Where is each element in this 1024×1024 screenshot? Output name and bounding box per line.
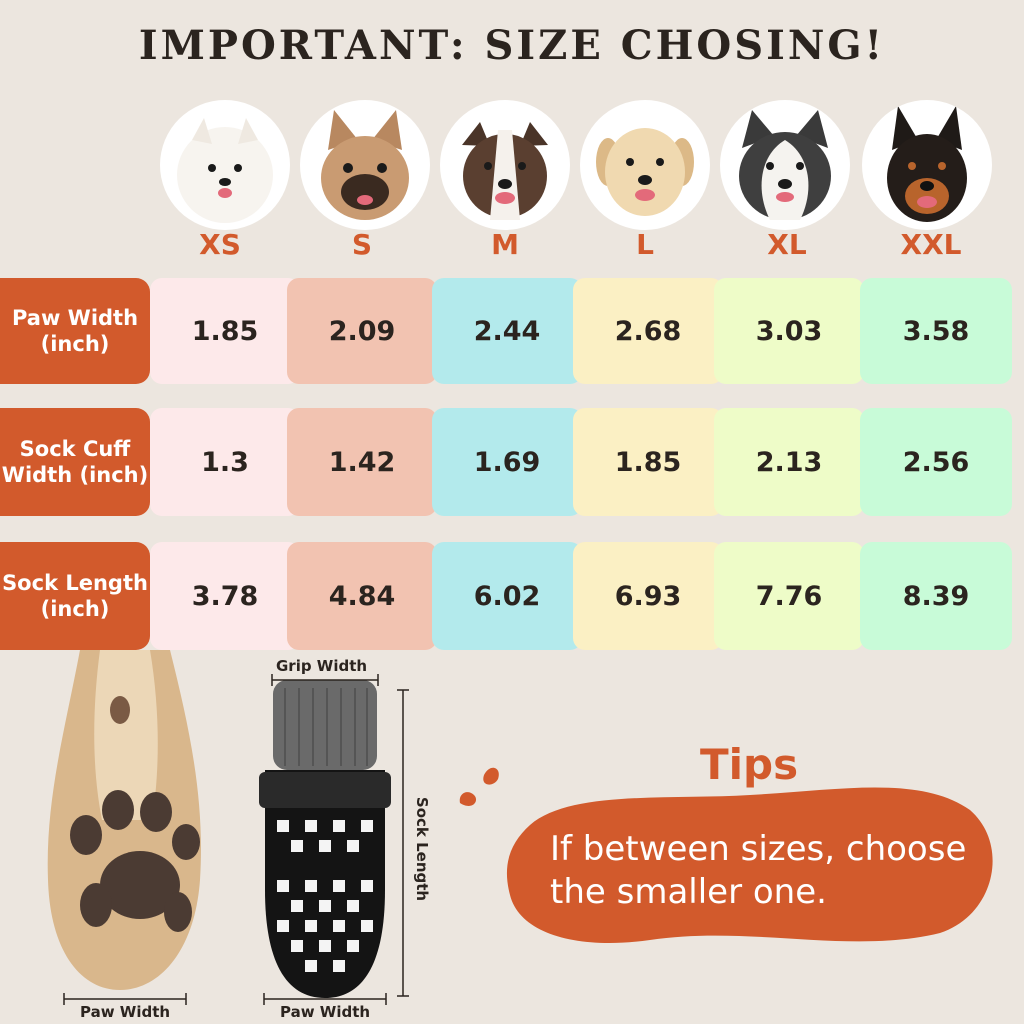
size-label-xs: XS [199,228,241,261]
cell-paw-width-xxl: 3.58 [860,278,1012,384]
sock-length-label: Sock Length [413,796,432,902]
pitbull-icon [440,100,570,230]
pomeranian-icon [160,100,290,230]
cell-paw-width-xs: 1.85 [150,278,300,384]
tips-blob-icon [459,767,993,943]
grip-width-arrow-icon [271,674,379,686]
cell-paw-width-l: 2.68 [573,278,723,384]
doberman-icon [862,100,992,230]
cell-sock-length-l: 6.93 [573,542,723,650]
row-header-sock-length: Sock Length (inch) [0,542,150,650]
cell-cuff-width-xs: 1.3 [150,408,300,516]
grip-width-label: Grip Width [276,657,368,675]
size-label-xl: XL [767,228,807,261]
paw-width-label-left: Paw Width [80,1003,171,1021]
labrador-icon [580,100,710,230]
tips-title: Tips [700,740,799,789]
tips-text: If between sizes, choose the smaller one… [550,829,967,912]
paw-width-arrow-left-icon [63,993,187,1005]
cell-cuff-width-s: 1.42 [287,408,437,516]
size-label-s: S [351,228,373,261]
cell-cuff-width-xl: 2.13 [714,408,864,516]
husky-icon [720,100,850,230]
french-bulldog-icon [300,100,430,230]
cell-paw-width-m: 2.44 [432,278,582,384]
cell-sock-length-xxl: 8.39 [860,542,1012,650]
row-header-paw-width: Paw Width (inch) [0,278,150,384]
paw-width-label-right: Paw Width [280,1003,371,1021]
page-title: IMPORTANT: SIZE CHOSING! [138,22,886,69]
cell-cuff-width-m: 1.69 [432,408,582,516]
cell-sock-length-s: 4.84 [287,542,437,650]
size-label-m: M [491,228,519,261]
cell-cuff-width-xxl: 2.56 [860,408,1012,516]
paw-width-arrow-right-icon [263,993,387,1005]
size-label-l: L [636,228,654,261]
row-header-sock-cuff-width: Sock Cuff Width (inch) [0,408,150,516]
cell-cuff-width-l: 1.85 [573,408,723,516]
cell-sock-length-m: 6.02 [432,542,582,650]
size-label-xxl: XXL [900,228,962,261]
cell-paw-width-s: 2.09 [287,278,437,384]
cell-sock-length-xs: 3.78 [150,542,300,650]
cell-sock-length-xl: 7.76 [714,542,864,650]
cell-paw-width-xl: 3.03 [714,278,864,384]
paw-illustration-icon [47,650,201,990]
sock-length-arrow-icon [397,689,409,997]
dog-sock-icon [259,680,391,998]
